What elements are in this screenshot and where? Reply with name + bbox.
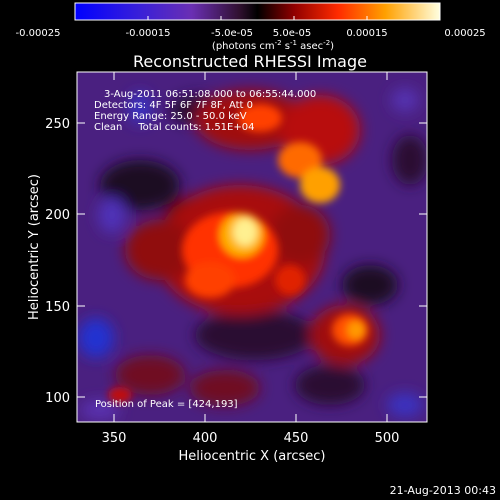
info-line-detectors: Detectors: 4F 5F 6F 7F 8F, Att 0 [94,100,253,111]
colorbar-ticks [74,16,441,20]
footer-timestamp: 21-Aug-2013 00:43 [390,484,496,497]
colorbar-tick-label: -5.0e-05 [211,28,253,39]
x-tick-label: 500 [375,431,400,446]
peak-position-label: Position of Peak = [424,193] [95,399,238,410]
colorbar-tick-label: -0.00025 [16,28,61,39]
plot-title: Reconstructed RHESSI Image [133,52,367,71]
y-axis-ticks [77,122,427,398]
colorbar-tick-label: 0.00025 [444,28,485,39]
colorbar-tick-label: 5.0e-05 [273,28,311,39]
colorbar: -0.00025 -0.00015 -5.0e-05 5.0e-05 0.000… [16,2,486,52]
x-axis-ticks [113,72,388,422]
info-line-energy: Energy Range: 25.0 - 50.0 keV [94,111,247,122]
image-map [77,72,427,422]
y-tick-label: 200 [45,208,70,223]
x-tick-label: 400 [193,431,218,446]
colorbar-gradient [74,2,441,21]
x-axis-label: Heliocentric X (arcsec) [179,449,326,464]
x-tick-label: 450 [284,431,309,446]
info-line-clean: Clean Total counts: 1.51E+04 [94,122,254,133]
plot-frame [76,71,428,423]
info-line-time: 3-Aug-2011 06:51:08.000 to 06:55:44.000 [104,89,316,100]
colorbar-tick-label: -0.00015 [126,28,171,39]
y-axis-label: Heliocentric Y (arcsec) [27,174,42,320]
x-tick-label: 350 [102,431,127,446]
y-tick-label: 150 [45,300,70,315]
colorbar-tick-label: 0.00015 [346,28,387,39]
y-tick-label: 100 [45,391,70,406]
y-tick-label: 250 [45,117,70,132]
colorbar-unit-label: (photons cm-2 s-1 asec-2) [212,39,334,52]
